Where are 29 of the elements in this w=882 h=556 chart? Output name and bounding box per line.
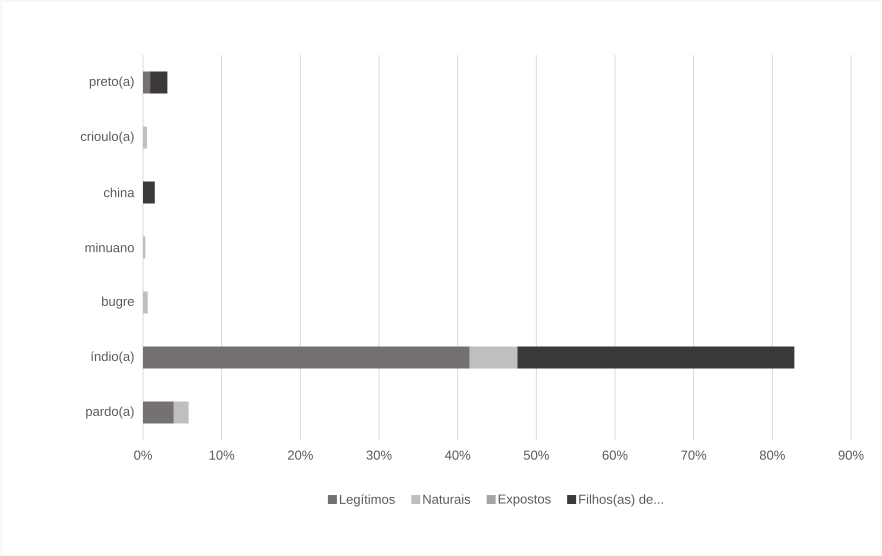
y-tick-label: crioulo(a)	[80, 131, 134, 144]
x-tick-label: 80%	[760, 450, 785, 460]
x-tick-label: 60%	[602, 450, 628, 460]
x-tick-label: 40%	[444, 450, 470, 460]
bar	[469, 346, 518, 369]
y-tick-label: índio(a)	[91, 351, 134, 364]
y-tick-label: preto(a)	[90, 76, 134, 89]
x-tick-label: 20%	[288, 450, 313, 460]
legend-label: Expostos	[498, 494, 551, 506]
y-tick-label: pardo(a)	[86, 406, 134, 419]
bar	[143, 182, 155, 204]
legend-label: Filhos(as) de...	[579, 494, 663, 506]
bar	[143, 72, 150, 94]
bar	[143, 346, 470, 369]
y-tick-label: china	[104, 188, 134, 198]
bar	[517, 346, 794, 369]
bar	[174, 402, 189, 424]
bar	[143, 402, 174, 424]
legend-label: Legítimos	[340, 494, 395, 507]
x-tick-label: 10%	[210, 450, 234, 460]
x-tick-label: 70%	[681, 450, 706, 460]
y-tick-label: bugre	[102, 296, 134, 309]
x-tick-label: 90%	[838, 450, 864, 460]
x-tick-label: 0%	[134, 450, 152, 460]
x-tick-label: 30%	[366, 450, 392, 460]
y-tick-label: minuano	[85, 242, 134, 252]
legend-label: Naturais	[423, 494, 470, 504]
bar	[150, 72, 168, 94]
x-tick-label: 50%	[524, 450, 549, 460]
